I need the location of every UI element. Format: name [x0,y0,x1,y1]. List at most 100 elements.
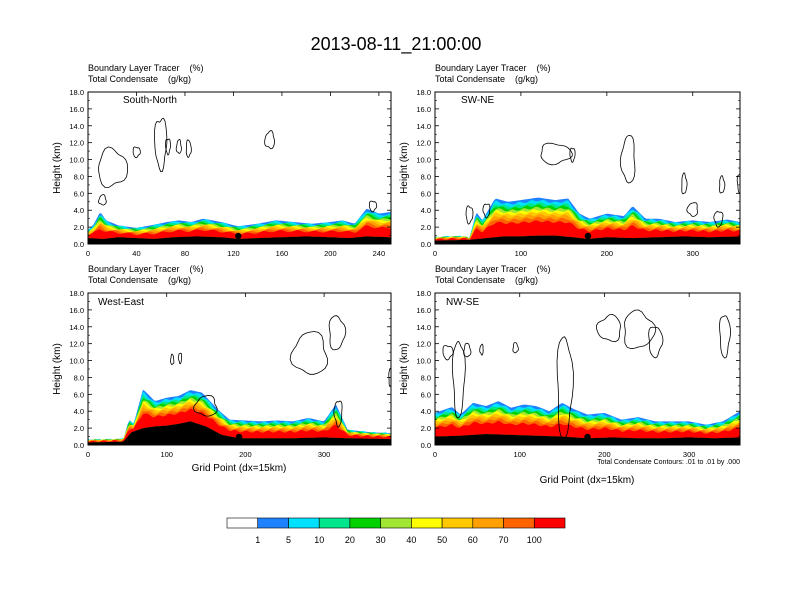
y-tick-label: 6.0 [421,189,431,198]
condensate-contour [719,315,731,359]
terrain [88,421,391,445]
y-axis-label: Height (km) [52,343,63,395]
y-tick-label: 16.0 [416,306,431,315]
condensate-contour [681,172,688,195]
y-tick-label: 8.0 [74,373,84,382]
colorbar-label: 100 [527,535,542,545]
x-tick-label: 80 [181,249,189,258]
condensate-contour [482,203,491,219]
colorbar-swatch [411,517,443,529]
y-tick-label: 0.0 [74,441,84,450]
location-marker [584,433,591,441]
axes: 0.0 2.0 4.0 6.0 8.0 10.0 12.0 14.0 16.0 18.0 0 100 2… [416,289,740,459]
condensate-contour [192,394,218,417]
x-tick-label: 160 [276,249,289,258]
location-marker [235,433,243,441]
condensate-contour [369,200,378,213]
condensate-contour [736,173,740,195]
contour-info-note: Total Condensate Contours: .01 to .01 by… [597,459,740,466]
y-tick-label: 12.0 [416,139,431,148]
panel-nw-se: Boundary Layer Tracer (%) Total Condensa… [399,264,741,486]
condensate-contour [451,341,466,419]
y-tick-label: 8.0 [421,373,431,382]
y-tick-label: 12.0 [416,340,431,349]
condensate-contour [177,352,183,365]
x-tick-label: 120 [227,249,240,258]
panel-header-line1: Boundary Layer Tracer (%) [88,63,204,73]
panel-name-label: NW-SE [446,297,479,308]
y-tick-label: 18.0 [416,88,431,97]
condensate-contour [170,353,175,366]
condensate-contour [512,342,519,354]
y-tick-label: 2.0 [421,424,431,433]
x-axis-label: Grid Point (dx=15km) [540,475,635,486]
y-tick-label: 16.0 [416,105,431,114]
colorbar-swatch [533,517,566,529]
condensate-contour [540,142,573,166]
panel-header-line2: Total Condensate (g/kg) [435,74,538,84]
condensate-contour [619,135,636,184]
panel-header-line2: Total Condensate (g/kg) [88,74,191,84]
tracer-band [88,225,391,239]
condensate-contour [463,342,472,358]
condensate-contour [264,130,276,150]
condensate-contour [333,400,343,428]
condensate-contour [442,345,454,361]
colorbar: 1 5 10 20 30 40 50 60 70 100 [226,517,566,545]
panel-name-label: SW-NE [461,95,494,106]
y-tick-label: 4.0 [421,206,431,215]
condensate-contour [479,343,484,356]
plot-area [435,135,740,244]
colorbar-label: 60 [468,535,478,545]
condensate-contour [132,146,141,159]
axes: 0.0 2.0 4.0 6.0 8.0 10.0 12.0 14.0 16.0 18.0 0 100 2… [69,289,391,459]
y-tick-label: 12.0 [69,340,84,349]
condensate-contour [556,336,574,439]
x-tick-label: 300 [686,249,699,258]
colorbar-label: 20 [345,535,355,545]
x-tick-label: 0 [86,450,90,459]
colorbar-swatch [318,517,351,529]
colorbar-swatch [349,517,381,529]
panel-west-east: Boundary Layer Tracer (%) Total Condensa… [52,264,392,474]
y-tick-label: 10.0 [69,156,84,165]
y-axis-label: Height (km) [399,142,410,194]
condensate-contour [98,194,107,206]
condensate-contour [465,205,474,225]
y-tick-label: 6.0 [421,390,431,399]
axes: 0.0 2.0 4.0 6.0 8.0 10.0 12.0 14.0 16.0 18.0 0 40 80… [69,88,391,258]
y-tick-label: 2.0 [74,223,84,232]
colorbar-swatch [257,517,289,529]
y-tick-label: 18.0 [69,289,84,298]
x-tick-label: 200 [324,249,337,258]
colorbar-label: 5 [286,535,291,545]
x-tick-label: 200 [239,450,252,459]
y-tick-label: 4.0 [74,206,84,215]
panel-header-line1: Boundary Layer Tracer (%) [88,264,204,274]
y-tick-label: 0.0 [421,441,431,450]
y-tick-label: 2.0 [421,223,431,232]
y-tick-label: 12.0 [69,139,84,148]
plot-area [435,309,740,445]
x-tick-label: 100 [513,450,526,459]
y-tick-label: 8.0 [74,172,84,181]
colorbar-swatch [472,517,504,529]
tracer-band [88,408,391,443]
colorbar-label: 70 [498,535,508,545]
tracer-band [435,420,740,439]
condensate-contour [596,313,621,343]
x-axis-label: Grid Point (dx=15km) [192,463,287,474]
terrain [435,235,740,244]
condensate-contour [175,139,182,154]
x-tick-label: 0 [86,249,90,258]
condensate-contour [289,331,328,375]
axes: 0.0 2.0 4.0 6.0 8.0 10.0 12.0 14.0 16.0 18.0 0 100 2… [416,88,740,258]
terrain [88,236,391,244]
y-tick-label: 4.0 [421,407,431,416]
panel-header-line2: Total Condensate (g/kg) [435,275,538,285]
condensate-contour [686,202,698,217]
figure-title: 2013-08-11_21:00:00 [311,34,482,55]
x-tick-label: 0 [433,249,437,258]
colorbar-swatch [441,517,474,529]
y-axis-label: Height (km) [399,343,410,395]
